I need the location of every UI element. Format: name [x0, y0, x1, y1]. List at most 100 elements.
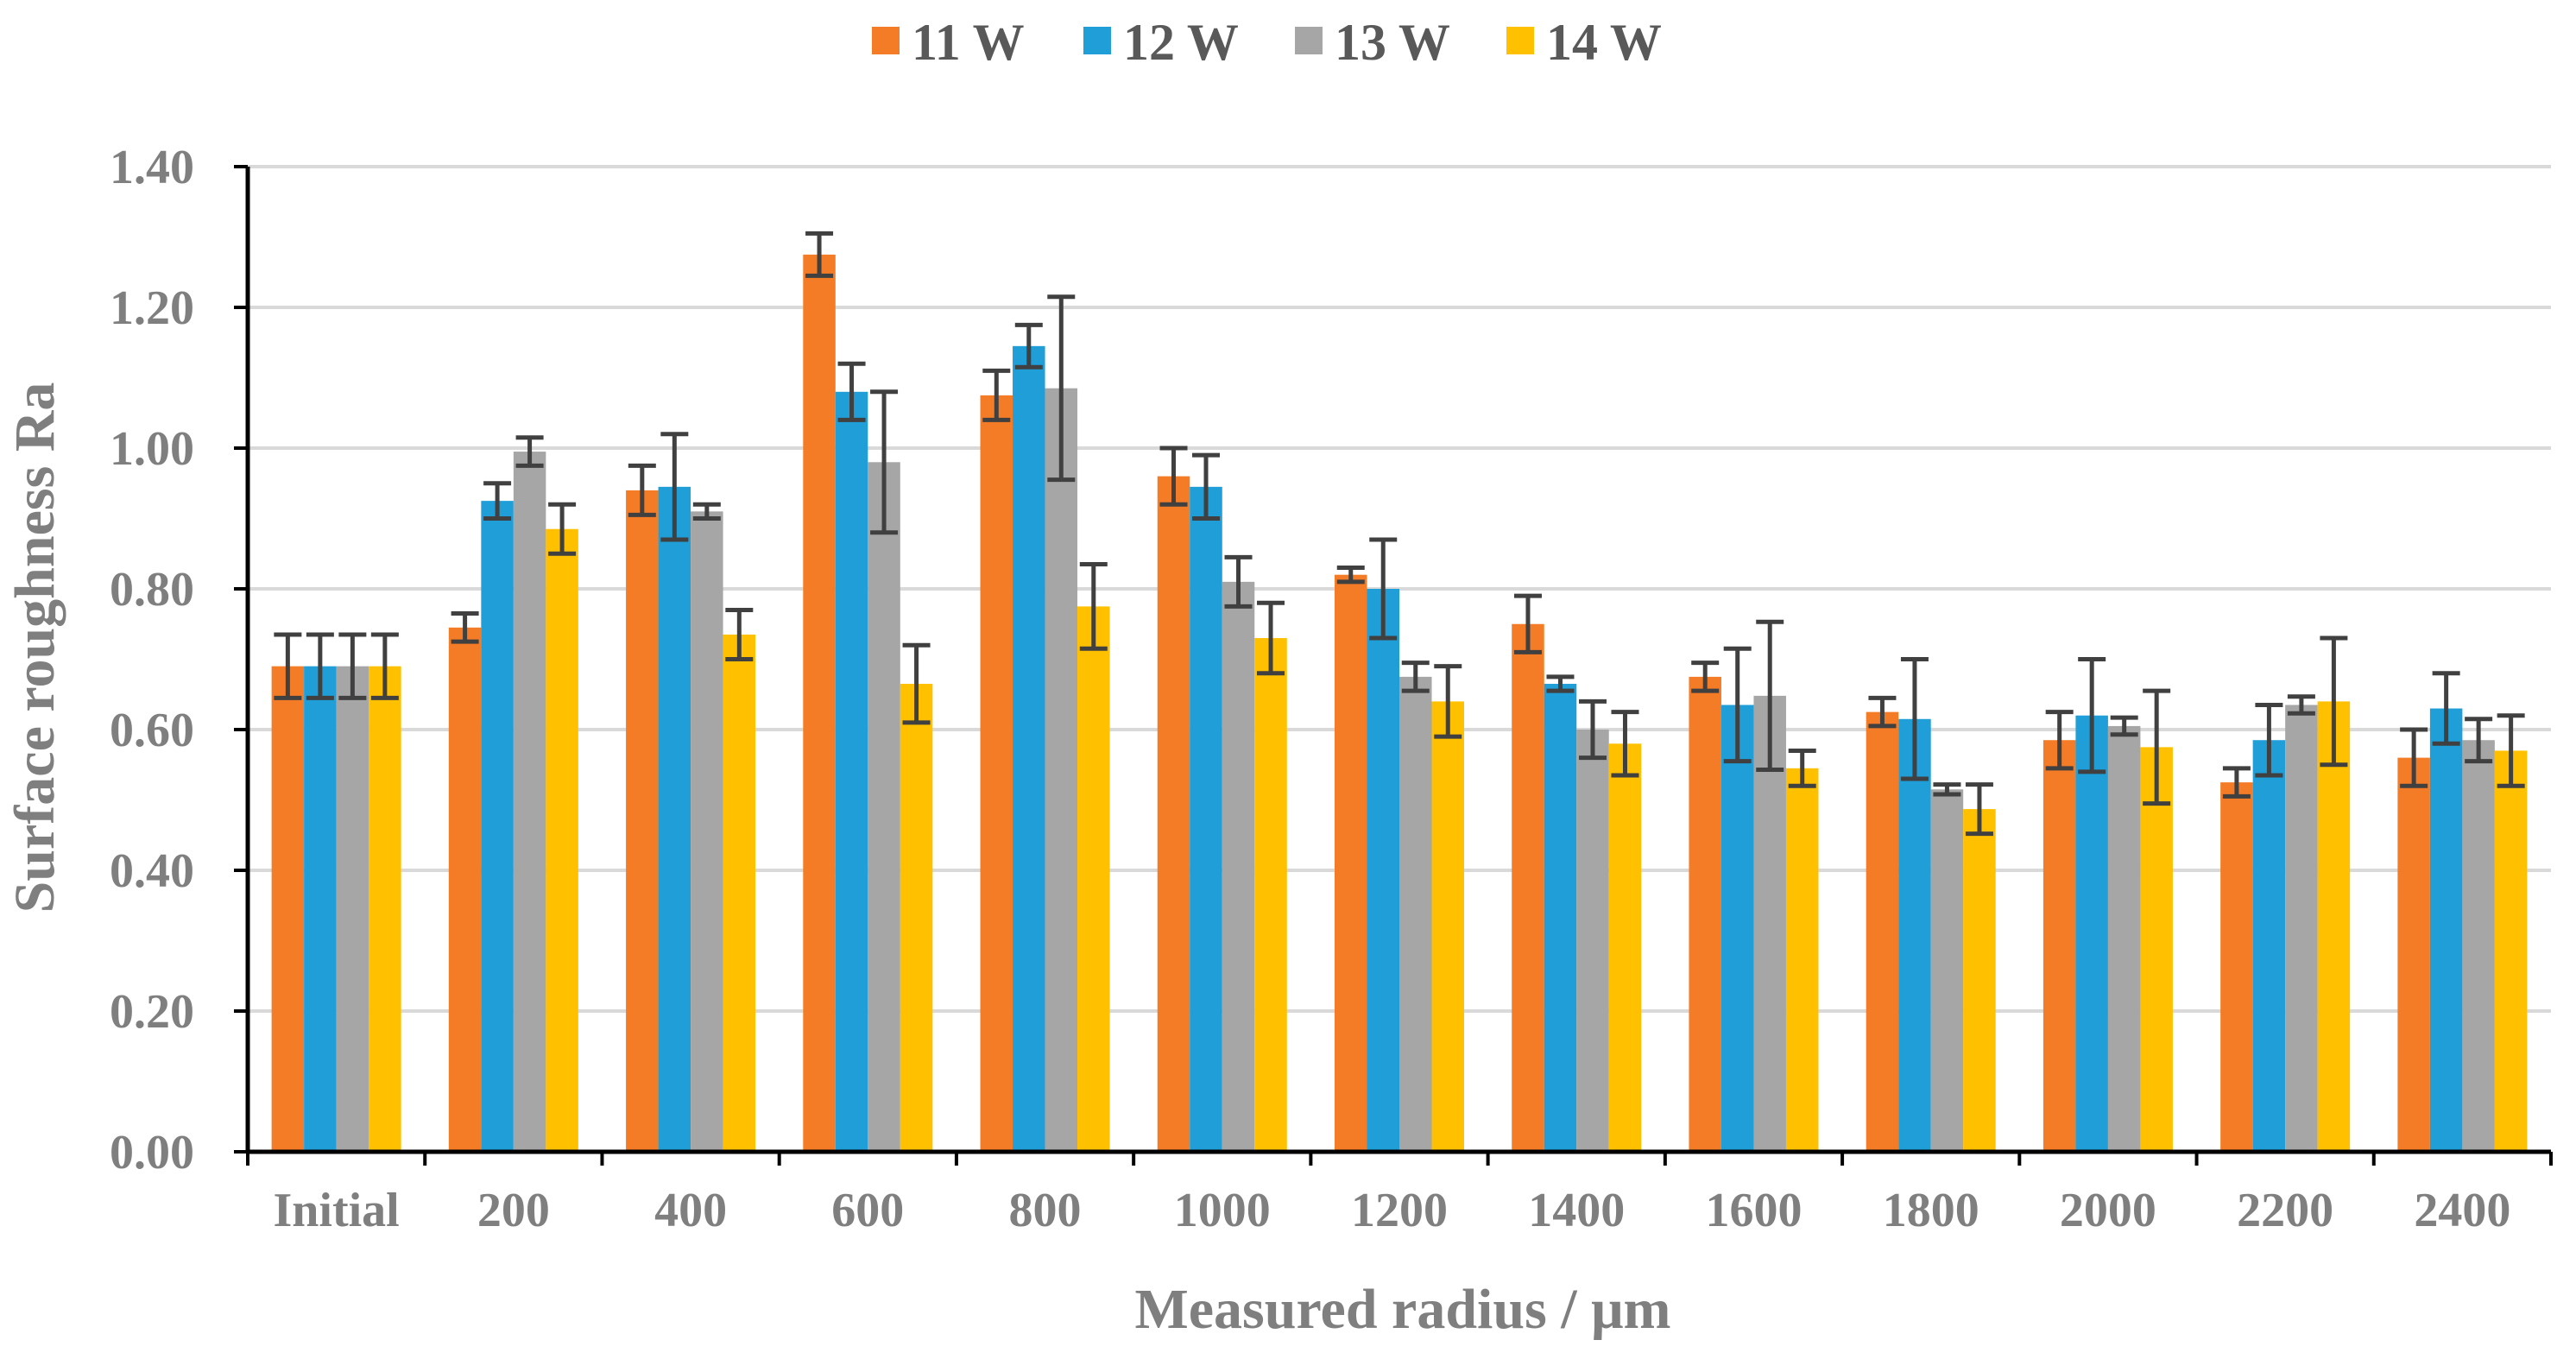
y-tick-label: 1.00 [110, 422, 194, 476]
bar [868, 462, 900, 1152]
bar [546, 528, 578, 1152]
y-tick-label: 0.60 [110, 704, 194, 757]
error-bar [1434, 664, 1462, 739]
x-tick-label: 800 [1009, 1184, 1082, 1237]
bar [691, 511, 723, 1152]
error-bar [1401, 661, 1430, 693]
y-axis-title: Surface roughness Ra [3, 382, 66, 913]
bar [1866, 711, 1899, 1152]
error-bars [274, 231, 2525, 837]
x-tick-label: 2400 [2414, 1184, 2510, 1237]
legend-item: 12 W [1083, 14, 1239, 71]
error-bar [1723, 646, 1752, 764]
error-bar [1900, 657, 1929, 781]
error-bar [2400, 727, 2428, 788]
bar [1367, 589, 1399, 1152]
bar [2220, 782, 2253, 1152]
x-tick-label: 1200 [1351, 1184, 1448, 1237]
x-tick-label: 1000 [1174, 1184, 1271, 1237]
error-bar [628, 463, 656, 517]
bar [658, 486, 691, 1152]
error-bar [370, 632, 399, 700]
x-tick-label: 1600 [1705, 1184, 1802, 1237]
error-bar [1578, 698, 1607, 761]
legend-label: 11 W [912, 14, 1025, 71]
error-bar [2497, 713, 2525, 788]
bar [1930, 789, 1964, 1152]
error-bar [902, 642, 931, 725]
bar [2397, 757, 2430, 1152]
axes [234, 165, 2553, 1166]
x-tick-labels: Initial 200 400 600 800 1000 1200 1400 1600 1800 2… [273, 1184, 2510, 1237]
error-bar [306, 632, 334, 700]
error-bar [1047, 294, 1076, 483]
bar [1077, 606, 1110, 1152]
error-bar [2045, 710, 2074, 771]
bar [2252, 740, 2286, 1152]
error-bar [2222, 766, 2251, 799]
y-tick-label: 1.20 [110, 281, 194, 335]
bar [448, 627, 482, 1152]
error-bar [483, 481, 512, 521]
bar [2285, 705, 2318, 1152]
error-bar [1788, 748, 1816, 788]
error-bar [2143, 688, 2171, 806]
x-tick-label: 2000 [2060, 1184, 2156, 1237]
bar [2317, 701, 2351, 1152]
x-tick-label: 600 [831, 1184, 904, 1237]
error-bar [1369, 537, 1398, 641]
legend-label: 12 W [1123, 14, 1239, 71]
bar [2494, 750, 2528, 1152]
bar [1254, 638, 1287, 1152]
error-bar [805, 231, 834, 278]
bar [723, 634, 756, 1152]
bar [2429, 708, 2463, 1152]
error-bar [982, 368, 1011, 422]
bar [1157, 476, 1190, 1152]
error-bar [1611, 710, 1639, 778]
legend-item: 13 W [1295, 14, 1450, 71]
bar [481, 501, 514, 1152]
error-bar [1014, 322, 1043, 370]
error-bar [1224, 554, 1253, 609]
y-tick-label: 0.00 [110, 1126, 194, 1179]
x-tick-label: 400 [654, 1184, 727, 1237]
error-bar [660, 432, 689, 542]
error-bar [274, 632, 302, 700]
error-bar [1513, 593, 1542, 654]
error-bar [1756, 619, 1784, 772]
bar [1544, 684, 1577, 1152]
bar [900, 684, 933, 1152]
error-bar [2255, 702, 2283, 778]
error-bar [837, 361, 866, 422]
bar [304, 666, 337, 1152]
legend-swatch [1295, 27, 1323, 54]
legend-label: 13 W [1335, 14, 1450, 71]
bar [1720, 705, 1754, 1152]
legend-item: 14 W [1506, 14, 1662, 71]
y-tick-label: 0.80 [110, 563, 194, 616]
bar [1898, 718, 1931, 1152]
bar [1431, 701, 1464, 1152]
bars [271, 254, 2528, 1153]
error-bar [1336, 566, 1365, 585]
bar [1222, 581, 1255, 1152]
error-bar [1257, 600, 1285, 676]
error-bar [1079, 561, 1108, 651]
error-bar [548, 502, 577, 556]
error-bar [692, 502, 721, 521]
bar [2140, 747, 2173, 1152]
bar [1963, 809, 1996, 1152]
error-bar [870, 389, 899, 535]
error-bar [1691, 661, 1720, 693]
y-tick-labels: 0.00 0.20 0.40 0.60 0.80 1.00 1.20 1.40 [110, 141, 194, 1179]
error-bar [1965, 782, 1993, 837]
bar [1399, 676, 1432, 1152]
error-bar [1933, 782, 1961, 797]
bar [1689, 676, 1721, 1152]
bar [1576, 730, 1609, 1152]
error-bar [338, 632, 367, 700]
error-bar [2078, 657, 2106, 774]
y-tick-label: 0.40 [110, 844, 194, 898]
